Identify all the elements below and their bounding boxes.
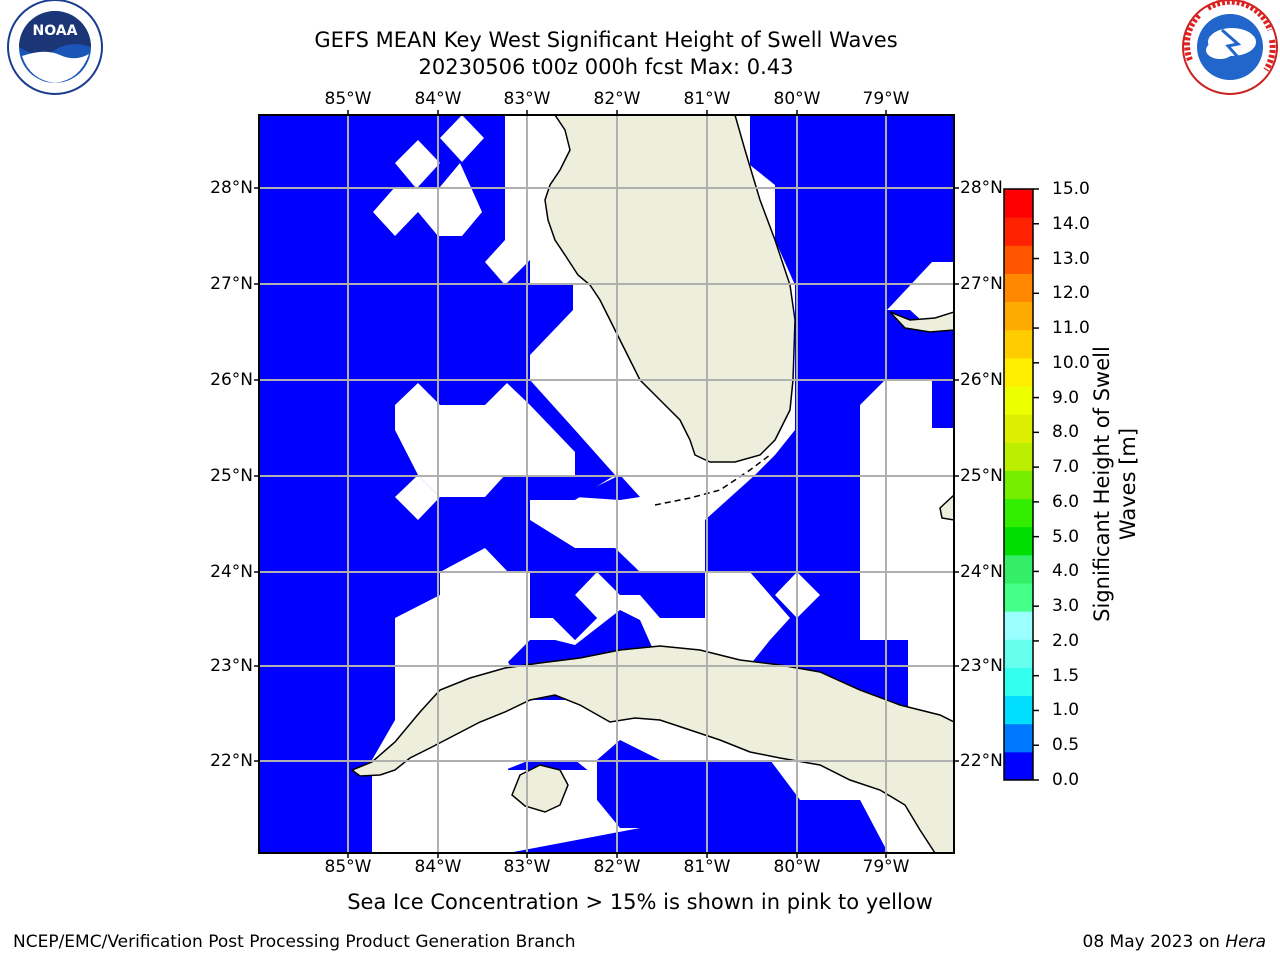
colorbar-tick-label: 0.5	[1052, 735, 1080, 756]
colorbar-label-line1: Significant Height of Swell	[1090, 346, 1114, 622]
colorbar-segment	[1004, 611, 1033, 640]
land-florida	[544, 115, 796, 463]
lat-tick-left: 24°N	[210, 562, 253, 582]
lon-tick-top: 79°W	[862, 89, 910, 109]
lon-tick-bottom: 83°W	[503, 857, 551, 877]
colorbar-segment	[1004, 639, 1033, 668]
lat-tick-left: 27°N	[210, 274, 253, 294]
lon-tick-top: 83°W	[503, 89, 551, 109]
lon-tick-bottom: 81°W	[683, 857, 731, 877]
colorbar-tick-label: 14.0	[1052, 213, 1090, 234]
tick-marks	[254, 110, 959, 858]
colorbar-label: Significant Height of Swell Waves [m]	[1089, 324, 1141, 644]
colorbar-segment	[1004, 329, 1033, 359]
colorbar-tick-label: 1.0	[1052, 700, 1080, 721]
colorbar-tick-label: 12.0	[1052, 283, 1090, 304]
lat-tick-left: 25°N	[210, 466, 253, 486]
colorbar-segment	[1004, 245, 1033, 274]
map-title-line2: 20230506 t00z 000h fcst Max: 0.43	[418, 55, 794, 79]
lon-tick-bottom: 82°W	[593, 857, 641, 877]
map-area	[259, 115, 954, 853]
lat-tick-right: 22°N	[960, 751, 1003, 771]
colorbar-tick-label: 5.0	[1052, 526, 1080, 547]
colorbar-segment	[1004, 189, 1033, 218]
footer-branch: NCEP/EMC/Verification Post Processing Pr…	[13, 932, 576, 952]
graticule	[259, 115, 954, 853]
colorbar-segment	[1004, 667, 1033, 697]
colorbar-tick-label: 10.0	[1052, 352, 1090, 373]
footer-date-text: 08 May 2023 on	[1082, 932, 1220, 952]
colorbar-tick-label: 15.0	[1052, 179, 1090, 199]
lat-tick-right: 25°N	[960, 466, 1003, 486]
lon-tick-top: 82°W	[593, 89, 641, 109]
colorbar-segment	[1004, 442, 1033, 471]
colorbar-frame	[1003, 188, 1034, 781]
colorbar-segment	[1004, 751, 1033, 781]
lat-tick-right: 26°N	[960, 370, 1003, 390]
lat-tick-right: 23°N	[960, 656, 1003, 676]
colorbar-segment	[1004, 386, 1033, 415]
colorbar-segment	[1004, 583, 1033, 612]
lat-tick-left: 22°N	[210, 751, 253, 771]
colorbar-tick-label: 1.5	[1052, 665, 1080, 686]
footer-date: 08 May 2023 on Hera	[1083, 932, 1267, 952]
colorbar-segment	[1004, 498, 1033, 528]
lon-tick-bottom: 79°W	[862, 857, 910, 877]
svg-text:NOAA: NOAA	[33, 23, 78, 39]
lat-tick-right: 27°N	[960, 274, 1003, 294]
colorbar-tick-label: 4.0	[1052, 561, 1080, 582]
lon-tick-top: 80°W	[773, 89, 821, 109]
lat-tick-left: 26°N	[210, 370, 253, 390]
colorbar-segment	[1004, 470, 1033, 500]
lat-tick-left: 23°N	[210, 656, 253, 676]
lat-tick-right: 28°N	[960, 178, 1003, 198]
lat-tick-left: 28°N	[210, 178, 253, 198]
colorbar-tick-label: 11.0	[1052, 318, 1090, 339]
nws-logo	[1182, 0, 1278, 95]
colorbar-tick-label: 2.0	[1052, 630, 1080, 651]
colorbar-segment	[1004, 414, 1033, 443]
footer-machine: Hera	[1225, 932, 1266, 952]
sea-ice-note: Sea Ice Concentration > 15% is shown in …	[347, 890, 933, 914]
lon-tick-bottom: 84°W	[414, 857, 462, 877]
colorbar	[1003, 188, 1039, 781]
colorbar-tick-label: 9.0	[1052, 387, 1080, 408]
noaa-logo: NOAA	[7, 0, 103, 95]
colorbar-segment	[1004, 723, 1033, 753]
lon-tick-bottom: 80°W	[773, 857, 821, 877]
colorbar-label-line2: Waves [m]	[1116, 427, 1140, 541]
colorbar-tick-label: 3.0	[1052, 596, 1080, 617]
colorbar-segment	[1004, 695, 1033, 725]
lat-tick-right: 24°N	[960, 562, 1003, 582]
colorbar-segment	[1004, 217, 1033, 246]
colorbar-segment	[1004, 526, 1033, 556]
land-cuba	[350, 645, 954, 853]
lon-tick-top: 84°W	[414, 89, 462, 109]
colorbar-tick-label: 8.0	[1052, 422, 1080, 443]
colorbar-tick-label: 7.0	[1052, 457, 1080, 478]
colorbar-segment	[1004, 554, 1033, 584]
colorbar-tick-label: 6.0	[1052, 491, 1080, 512]
colorbar-tick-label: 13.0	[1052, 248, 1090, 269]
colorbar-segment	[1004, 301, 1033, 331]
map-frame	[258, 114, 955, 854]
lon-tick-top: 81°W	[683, 89, 731, 109]
land-bahamas	[889, 311, 954, 333]
map-title-line1: GEFS MEAN Key West Significant Height of…	[314, 28, 898, 52]
lon-tick-top: 85°W	[324, 89, 372, 109]
colorbar-segment	[1004, 357, 1033, 387]
colorbar-tick-label: 0.0	[1052, 770, 1080, 790]
lon-tick-bottom: 85°W	[324, 857, 372, 877]
colorbar-segment	[1004, 273, 1033, 303]
